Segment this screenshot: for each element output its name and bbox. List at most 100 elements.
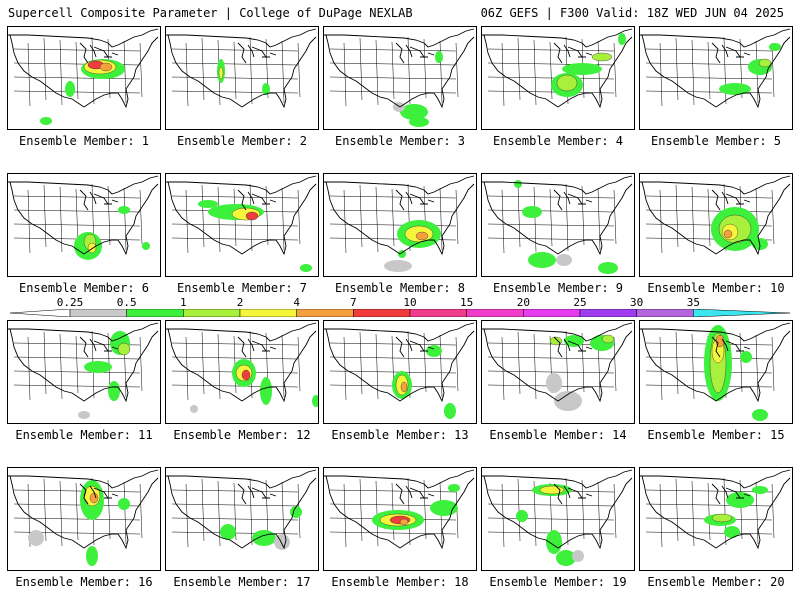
colorbar-tick-label: 0.25: [56, 296, 84, 309]
boundary-line: [329, 489, 457, 493]
ensemble-member-label: Ensemble Member: 5: [650, 134, 782, 148]
boundary-line: [739, 332, 743, 393]
scp-contour-blob: [262, 83, 270, 95]
boundary-line: [739, 479, 743, 540]
coastline: [482, 322, 633, 403]
scp-contour-blob: [84, 361, 112, 373]
boundary-line: [407, 36, 411, 105]
scp-contours: [711, 207, 768, 251]
ensemble-member-label: Ensemble Member: 20: [647, 575, 785, 589]
boundary-line: [581, 479, 585, 540]
boundary-line: [675, 478, 679, 542]
scp-contour-blob: [99, 62, 113, 72]
coastline: [640, 28, 791, 109]
boundary-line: [171, 90, 299, 94]
boundary-line: [171, 384, 299, 388]
boundary-line: [597, 481, 601, 545]
boundary-line: [487, 195, 615, 199]
great-lakes: [395, 336, 435, 358]
great-lakes: [553, 189, 593, 211]
great-lakes: [711, 336, 751, 358]
boundary-line: [123, 481, 127, 545]
great-lakes: [79, 189, 119, 211]
boundary-line: [581, 185, 585, 246]
boundary-line: [233, 41, 237, 100]
boundary-line: [487, 90, 615, 94]
ensemble-member-label: Ensemble Member: 19: [489, 575, 627, 589]
ensemble-member-label: Ensemble Member: 12: [173, 428, 311, 442]
boundary-line: [487, 517, 615, 521]
map-panel: [7, 26, 161, 130]
boundary-line: [171, 342, 299, 346]
scp-contour-blob: [719, 83, 751, 95]
boundary-line: [249, 36, 253, 105]
boundary-line: [533, 39, 537, 106]
scp-contours: [384, 220, 441, 272]
boundary-line: [297, 42, 301, 98]
boundary-line: [439, 334, 443, 398]
ensemble-member-label: Ensemble Member: 14: [489, 428, 627, 442]
boundary-line: [691, 39, 695, 106]
scp-contour-blob: [108, 381, 120, 401]
colorbar-segment: [353, 309, 411, 317]
scp-contour-blob: [726, 492, 754, 508]
coastline: [324, 28, 475, 109]
boundary-line: [171, 237, 299, 241]
map-panel: [639, 320, 793, 424]
map-panel: [481, 26, 635, 130]
scp-contour-blob: [87, 242, 97, 254]
boundary-line: [201, 478, 205, 542]
coastline: [324, 469, 475, 550]
map-graphic: [482, 175, 633, 274]
ensemble-member-label: Ensemble Member: 3: [334, 134, 466, 148]
map-graphic: [324, 28, 475, 127]
boundary-line: [139, 42, 143, 98]
boundary-line: [517, 184, 521, 248]
map-graphic: [324, 175, 475, 272]
scp-contour-blob: [769, 43, 781, 51]
scp-contours: [704, 486, 768, 538]
map-graphic: [166, 322, 318, 413]
boundary-line: [597, 187, 601, 251]
map-panel: [481, 173, 635, 277]
boundary-line: [329, 342, 457, 346]
great-lakes: [237, 189, 277, 211]
scp-contour-blob: [564, 335, 584, 347]
scp-contour-blob: [448, 484, 460, 492]
boundary-line: [487, 223, 615, 227]
boundary-line: [675, 184, 679, 248]
boundary-line: [455, 336, 459, 392]
colorbar: 0.25 0.5 1 2 4 7 10 15 20 25 30 35: [10, 296, 790, 318]
boundary-line: [359, 478, 363, 542]
boundary-line: [43, 184, 47, 248]
map-graphic: [640, 469, 791, 550]
boundary-line: [329, 370, 457, 374]
map-graphic: [640, 175, 791, 256]
scp-contour-blob: [724, 526, 740, 538]
boundary-line: [13, 517, 141, 521]
coastline: [482, 28, 633, 109]
boundary-line: [675, 331, 679, 395]
ensemble-member-label: Ensemble Member: 4: [492, 134, 624, 148]
boundary-line: [13, 48, 141, 52]
boundary-line: [59, 186, 63, 253]
scp-contour-blob: [711, 513, 733, 523]
boundary-line: [549, 41, 553, 100]
boundary-line: [171, 503, 299, 507]
colorbar-segment: [239, 309, 297, 317]
great-lakes: [395, 483, 435, 505]
boundary-line: [439, 187, 443, 251]
boundary-line: [645, 209, 773, 213]
scp-contour-blob: [118, 206, 130, 214]
boundary-line: [487, 370, 615, 374]
great-lakes: [395, 42, 435, 64]
scp-contour-blob: [312, 395, 318, 407]
colorbar-segment: [69, 309, 127, 317]
boundary-line: [171, 48, 299, 52]
great-lakes: [395, 189, 435, 211]
scp-contours: [28, 480, 130, 566]
colorbar-tick-label: 7: [350, 296, 357, 309]
great-lakes: [237, 336, 277, 358]
map-panel: [7, 320, 161, 424]
boundary-line: [565, 183, 569, 252]
